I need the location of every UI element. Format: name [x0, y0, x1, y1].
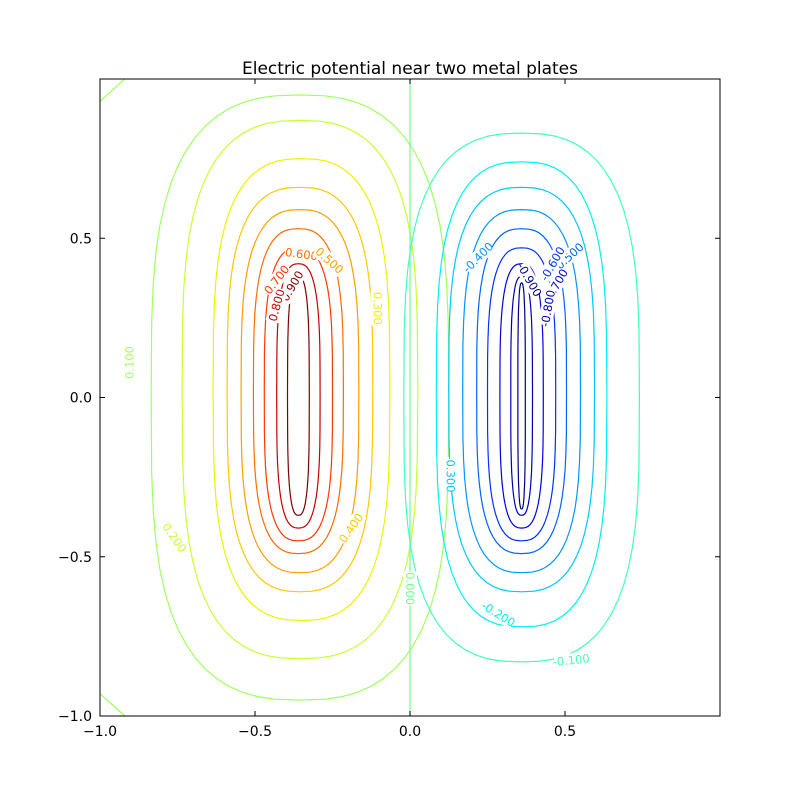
contour-line	[286, 275, 310, 516]
axis-ticks: −1.0 −0.5 0.0 0.5 −1.0 −0.5 0.0 0.5	[58, 79, 720, 740]
contour-label-bg	[514, 261, 544, 298]
x-tick-label: −0.5	[238, 724, 272, 740]
contour-label-bg	[260, 261, 293, 298]
contour-line	[252, 228, 345, 555]
contour-label-bg	[265, 286, 288, 324]
chart-title: Electric potential near two metal plates	[242, 59, 578, 79]
y-tick-label: 0.5	[70, 231, 92, 247]
contour-label-bg	[403, 571, 417, 606]
contour-line	[462, 208, 582, 574]
contour-line-corner	[99, 78, 126, 102]
contour-label-bg	[370, 291, 385, 326]
contour-line	[517, 282, 526, 510]
contour-line	[403, 132, 641, 663]
contour-label-bg	[335, 510, 367, 547]
contour-label: 0.600	[284, 245, 319, 263]
contour-line	[486, 247, 557, 542]
x-tick-label: 0.0	[399, 724, 421, 740]
contour-line	[276, 263, 321, 529]
x-tick-label: 0.5	[554, 724, 576, 740]
contour-label-bg	[283, 244, 320, 264]
y-tick-label: 0.0	[70, 391, 92, 407]
contour-label-bg	[553, 651, 589, 670]
contour-label-bg	[312, 243, 347, 278]
contour-label-bg	[480, 599, 517, 630]
contour-line-corner	[99, 693, 126, 717]
contour-line	[448, 186, 596, 593]
contour-label: 0.100	[122, 346, 136, 379]
y-tick-label: −0.5	[58, 550, 92, 566]
contour-line	[435, 161, 608, 628]
contour-line	[240, 208, 360, 574]
contour-line	[226, 186, 374, 593]
contour-line	[150, 94, 450, 701]
contour-label: -0.300	[443, 455, 457, 492]
contour-line	[181, 119, 419, 660]
contour-line	[476, 228, 568, 555]
contour-label-bg	[122, 345, 137, 380]
y-tick-label: −1.0	[58, 709, 92, 725]
contour-label: -0.800	[538, 289, 558, 328]
contour-label-bg	[158, 519, 190, 556]
x-tick-label: −1.0	[83, 724, 117, 740]
contour-label-bg	[538, 245, 568, 282]
contour-label: 0.000	[403, 572, 417, 605]
contour-label-bg	[443, 456, 458, 491]
contour-label: 0.300	[370, 292, 384, 325]
contour-lines	[99, 78, 641, 717]
contour-line	[212, 157, 391, 622]
contour-label-bg	[461, 240, 496, 275]
contour-label-bg	[538, 290, 558, 327]
contour-label: -0.100	[552, 651, 590, 669]
